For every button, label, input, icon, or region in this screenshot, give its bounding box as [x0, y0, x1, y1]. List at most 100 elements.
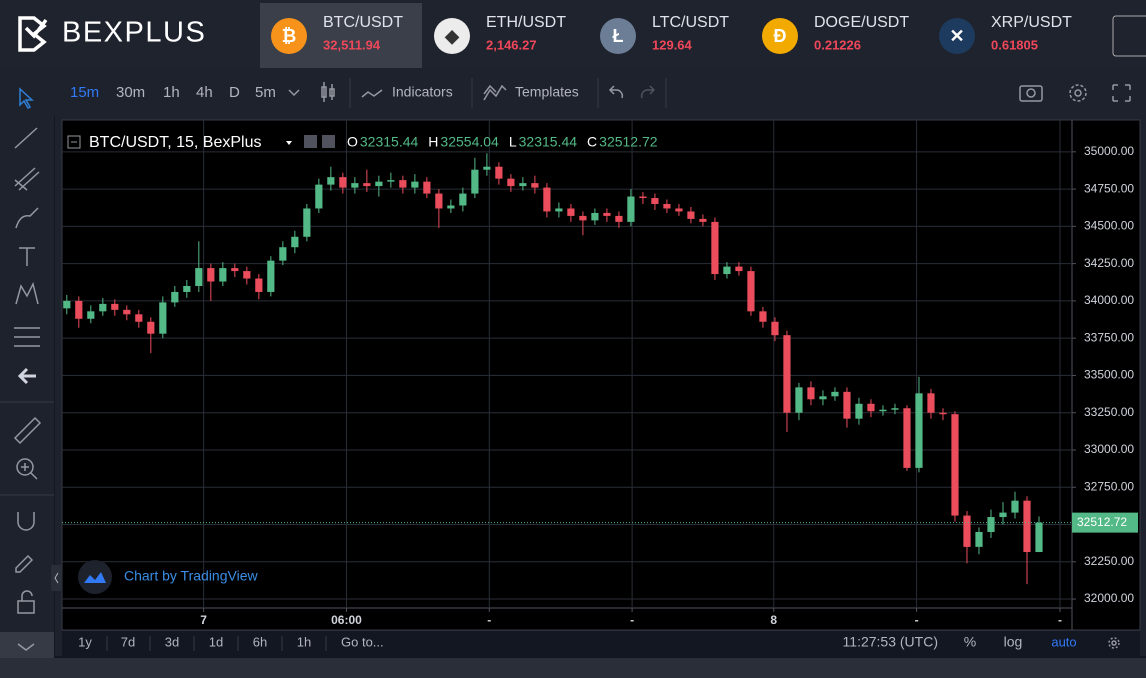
candle-body	[195, 268, 203, 286]
fullscreen-button[interactable]	[1112, 84, 1131, 102]
cursor-tool[interactable]	[19, 87, 34, 109]
candle-body	[975, 531, 983, 547]
zoom-tool[interactable]	[16, 458, 38, 480]
redo-button[interactable]	[640, 85, 656, 99]
prediction-tool[interactable]	[14, 327, 40, 347]
undo-button[interactable]	[608, 85, 624, 99]
measure-tool[interactable]	[13, 416, 42, 445]
ticker-symbol: ETH/USDT	[486, 14, 566, 31]
coin-icon	[762, 18, 798, 54]
candle-body	[879, 409, 887, 412]
dropdown-icon[interactable]	[288, 89, 300, 97]
collapse-legend[interactable]	[67, 135, 81, 149]
candle-body	[291, 236, 299, 248]
ticker-price: 2,146.27	[486, 37, 537, 52]
tab-edge	[1112, 15, 1146, 57]
footer-settings[interactable]	[1108, 637, 1120, 649]
back-tool[interactable]	[17, 367, 36, 385]
ticker-price: 129.64	[652, 37, 693, 52]
range-button[interactable]: 1d	[209, 634, 223, 649]
templates-icon[interactable]	[483, 84, 507, 101]
legend-close[interactable]	[322, 135, 335, 148]
candle-body	[855, 403, 863, 419]
candle-body	[555, 208, 563, 212]
screenshot-button[interactable]	[1019, 85, 1043, 102]
candle-body	[111, 303, 119, 310]
indicators-button[interactable]: Indicators	[392, 84, 453, 100]
y-tick-label: 33250.00	[1084, 405, 1134, 419]
interval-button[interactable]: 1h	[163, 84, 180, 101]
legend-settings[interactable]	[304, 135, 317, 148]
y-tick-label: 33750.00	[1084, 330, 1134, 344]
candle-body	[771, 321, 779, 336]
candle-body	[135, 314, 143, 322]
candle-body	[315, 184, 323, 209]
log-toggle[interactable]: log	[1004, 634, 1023, 650]
footer-bar	[62, 631, 1140, 656]
unlock-tool[interactable]	[17, 590, 35, 614]
pattern-tool[interactable]	[15, 281, 39, 305]
chart-style-icon[interactable]	[321, 82, 335, 102]
toggle-icon	[54, 572, 59, 584]
x-tick-label: -	[487, 613, 491, 627]
trendline-tool[interactable]	[14, 127, 38, 149]
ticker-price: 32,511.94	[323, 37, 381, 52]
ticker-price: 0.61805	[991, 37, 1038, 52]
range-button[interactable]: 1y	[78, 634, 92, 649]
interval-button[interactable]: 30m	[116, 84, 145, 101]
y-tick-label: 35000.00	[1084, 144, 1134, 158]
candle-body	[723, 266, 731, 275]
lock-drawings-tool[interactable]	[15, 554, 34, 573]
tradingview-logo	[78, 560, 112, 594]
candle-body	[531, 183, 539, 188]
auto-toggle[interactable]: auto	[1051, 634, 1076, 649]
indicators-icon[interactable]	[361, 89, 383, 98]
candle-body	[987, 517, 995, 532]
candle-body	[603, 212, 611, 216]
candle-body	[915, 393, 923, 468]
coin-glyph: Ł	[613, 26, 624, 46]
range-button[interactable]: 1h	[297, 634, 311, 649]
candle-body	[363, 183, 371, 187]
y-tick-label: 34250.00	[1084, 256, 1134, 270]
interval-button[interactable]: 4h	[196, 84, 213, 101]
logo[interactable]: BEXPLUS	[62, 17, 206, 49]
candle-body	[219, 268, 227, 282]
candle-body	[183, 285, 191, 292]
settings-button[interactable]	[1069, 84, 1087, 102]
y-tick-label: 32750.00	[1084, 479, 1134, 493]
brush-tool[interactable]	[15, 207, 39, 229]
y-tick-label: 34000.00	[1084, 293, 1134, 307]
percent-toggle[interactable]: %	[964, 634, 976, 650]
candle-body	[399, 180, 407, 188]
interval-button[interactable]: D	[229, 84, 240, 101]
interval-button[interactable]: 15m	[70, 84, 99, 101]
chart-title[interactable]: BTC/USDT, 15, BexPlus	[89, 134, 262, 151]
range-button[interactable]: 7d	[121, 634, 135, 649]
toggle-toolbar[interactable]	[51, 565, 62, 591]
watermark[interactable]: Chart by TradingView	[124, 568, 258, 584]
candle-body	[435, 193, 443, 209]
fib-tool[interactable]	[14, 167, 40, 191]
ohlc-label: L	[509, 134, 517, 150]
text-tool[interactable]	[19, 247, 35, 266]
last-price-label: 32512.72	[1077, 515, 1127, 529]
candle-body	[327, 177, 335, 185]
candle-body	[351, 183, 359, 188]
range-button[interactable]: 3d	[165, 634, 179, 649]
candle-body	[519, 183, 527, 187]
candle-body	[699, 218, 707, 222]
symbol-dropdown[interactable]	[286, 141, 292, 145]
candle-body	[843, 391, 851, 419]
ohlc-label: O	[347, 134, 358, 150]
bottom-strip	[0, 658, 1146, 678]
range-button[interactable]: 6h	[253, 634, 267, 649]
candle-body	[231, 268, 239, 272]
templates-button[interactable]: Templates	[515, 84, 579, 100]
collapse-tools[interactable]	[0, 632, 54, 658]
goto-button[interactable]: Go to...	[341, 634, 384, 649]
magnet-tool[interactable]	[17, 512, 35, 531]
interval-button[interactable]: 5m	[255, 84, 276, 101]
candle-body	[663, 203, 671, 209]
